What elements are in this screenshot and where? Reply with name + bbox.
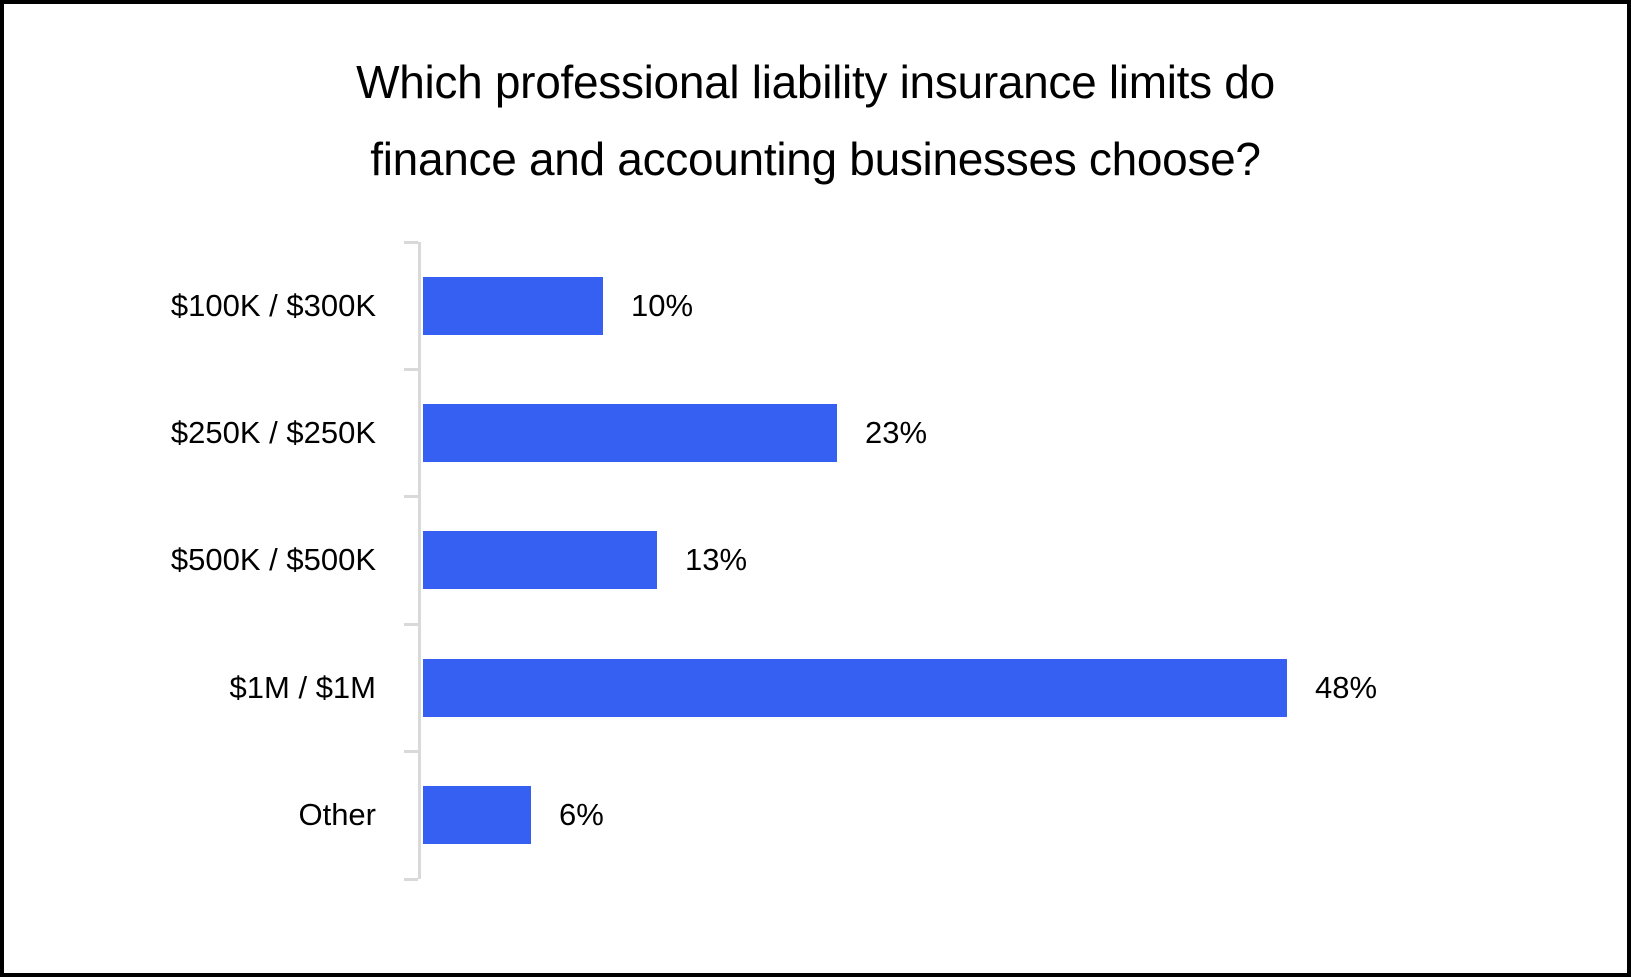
bar-row: $250K / $250K 23% <box>4 369 1627 496</box>
value-label: 23% <box>865 415 928 451</box>
chart-title-line-2: finance and accounting businesses choose… <box>370 133 1261 185</box>
category-label: $1M / $1M <box>229 669 376 705</box>
bar <box>423 404 837 463</box>
axis-tick <box>404 367 418 371</box>
value-label: 10% <box>631 287 694 323</box>
bar-row: $500K / $500K 13% <box>4 497 1627 624</box>
bar-chart-plot-area: $100K / $300K 10% $250K / $250K 23% $500… <box>4 240 1627 881</box>
axis-tick <box>404 622 418 626</box>
category-label: $250K / $250K <box>170 415 376 451</box>
chart-title-line-1: Which professional liability insurance l… <box>356 56 1275 108</box>
bar-row: Other 6% <box>4 752 1627 879</box>
category-axis-line <box>418 242 421 879</box>
value-label: 13% <box>685 542 748 578</box>
axis-tick <box>404 240 418 244</box>
chart-title: Which professional liability insurance l… <box>4 44 1627 198</box>
axis-tick <box>404 750 418 754</box>
category-label: $500K / $500K <box>170 542 376 578</box>
bar-row: $1M / $1M 48% <box>4 624 1627 751</box>
bar-rows: $100K / $300K 10% $250K / $250K 23% $500… <box>4 242 1627 879</box>
bar-row: $100K / $300K 10% <box>4 242 1627 369</box>
bar <box>423 658 1287 717</box>
value-label: 6% <box>559 797 604 833</box>
bar <box>423 786 531 845</box>
bar <box>423 276 603 335</box>
category-label: $100K / $300K <box>170 287 376 323</box>
axis-tick <box>404 877 418 881</box>
value-label: 48% <box>1315 669 1378 705</box>
axis-tick <box>404 495 418 499</box>
bar <box>423 531 657 590</box>
category-label: Other <box>298 797 376 833</box>
